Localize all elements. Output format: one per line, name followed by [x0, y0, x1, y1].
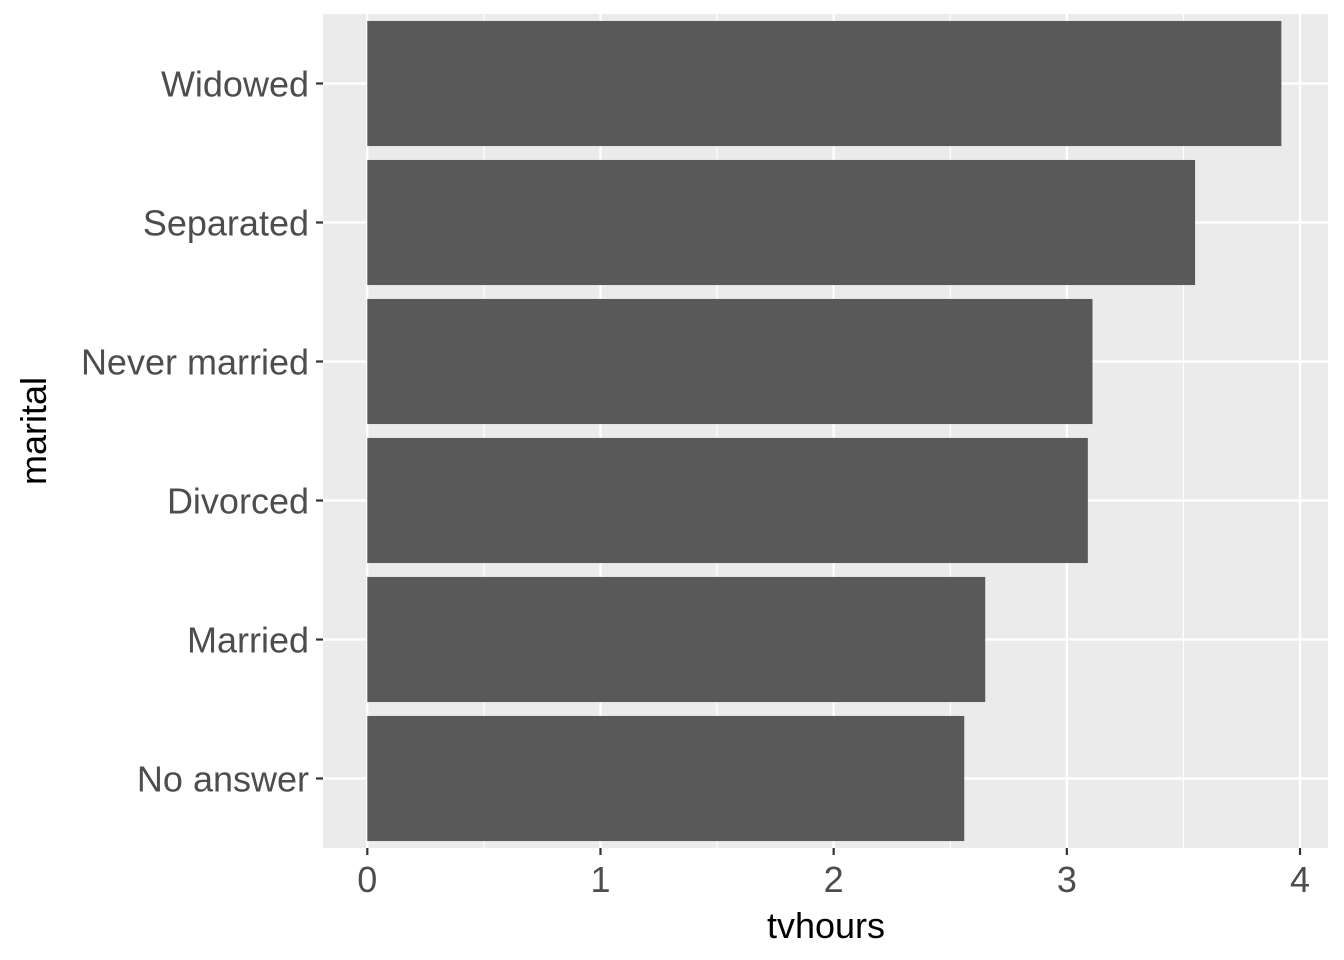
y-tick-label: Never married: [81, 342, 309, 383]
y-tick-label: Widowed: [161, 64, 309, 105]
y-axis-title: marital: [13, 377, 54, 485]
bar: [367, 159, 1196, 286]
y-tick-label: No answer: [137, 759, 309, 800]
bar: [367, 298, 1093, 425]
bars: [367, 20, 1282, 842]
x-tick-label: 1: [590, 859, 610, 900]
x-axis-title: tvhours: [767, 905, 885, 946]
y-tick-label: Separated: [143, 203, 309, 244]
bar: [367, 576, 986, 703]
y-axis: No answer Married Divorced Never married Sep…: [81, 64, 323, 800]
y-tick-label: Divorced: [167, 481, 309, 522]
x-tick-label: 4: [1290, 859, 1310, 900]
x-tick-label: 3: [1057, 859, 1077, 900]
grid-minor: [483, 14, 1184, 848]
y-tick-label: Married: [187, 620, 309, 661]
bar: [367, 20, 1282, 147]
x-tick-label: 2: [824, 859, 844, 900]
x-axis: 0 1 2 3 4: [357, 848, 1310, 900]
plot-panel: [323, 14, 1328, 848]
x-tick-label: 0: [357, 859, 377, 900]
bar: [367, 715, 965, 842]
bar: [367, 437, 1088, 564]
